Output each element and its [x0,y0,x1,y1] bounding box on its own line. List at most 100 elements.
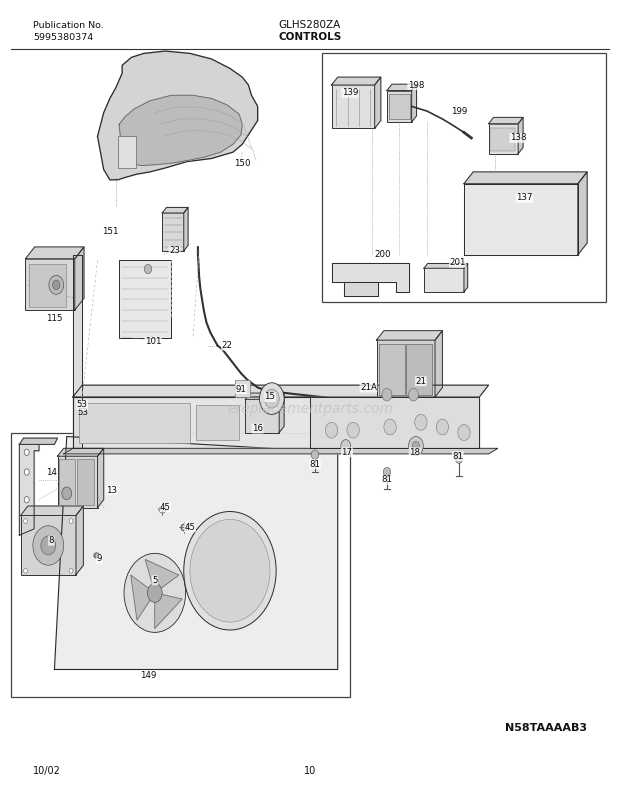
Polygon shape [75,247,84,310]
Text: N58TAAAAB3: N58TAAAAB3 [505,723,587,733]
Polygon shape [279,393,284,433]
Circle shape [184,511,276,630]
Text: 91: 91 [236,384,247,394]
Polygon shape [464,183,578,255]
Text: 22: 22 [221,341,232,350]
Bar [25,259,75,310]
Polygon shape [19,445,39,535]
Text: 21: 21 [415,376,427,386]
Bar [118,137,136,168]
Bar [424,268,464,292]
Polygon shape [184,207,188,251]
Circle shape [53,280,60,290]
Text: 9: 9 [97,554,102,564]
Polygon shape [464,264,467,292]
Circle shape [264,389,279,408]
Polygon shape [19,438,58,445]
Text: GLHS280ZA: GLHS280ZA [279,20,341,29]
Text: 45: 45 [184,522,195,532]
Circle shape [24,518,27,523]
Polygon shape [73,385,489,397]
Text: 138: 138 [510,133,526,142]
Polygon shape [131,575,155,620]
Circle shape [341,440,351,453]
Circle shape [415,414,427,430]
Polygon shape [387,84,417,91]
Polygon shape [25,247,84,259]
Text: 53: 53 [78,408,88,418]
Text: 23: 23 [169,246,180,256]
Circle shape [326,422,338,438]
Bar [379,344,405,395]
Bar [29,264,66,307]
Bar [490,128,515,152]
Text: 115: 115 [46,314,63,322]
Polygon shape [58,449,104,457]
Text: 5: 5 [152,576,157,584]
Circle shape [436,419,448,435]
Polygon shape [518,118,523,154]
Bar [376,340,435,397]
Text: 139: 139 [342,88,358,98]
Text: 200: 200 [374,250,391,260]
Polygon shape [374,77,381,129]
Circle shape [69,569,73,573]
Bar [332,85,374,129]
Bar [162,213,184,251]
Polygon shape [64,449,498,454]
Text: 18: 18 [409,448,420,457]
Polygon shape [76,506,83,575]
Circle shape [24,569,27,573]
Circle shape [384,419,396,435]
Bar [387,91,412,122]
Circle shape [124,553,185,632]
Polygon shape [332,77,381,85]
Text: 137: 137 [516,194,533,202]
Text: 81: 81 [381,476,392,484]
Bar [20,515,76,575]
Text: 10: 10 [304,766,316,776]
Circle shape [455,454,463,464]
Circle shape [144,264,152,274]
Text: 5995380374: 5995380374 [33,33,93,41]
Text: 14: 14 [46,468,57,476]
Bar [58,457,97,507]
Polygon shape [412,84,417,122]
Text: ereplacementparts.com: ereplacementparts.com [227,402,393,416]
Polygon shape [464,172,587,183]
Polygon shape [55,437,338,669]
Polygon shape [73,397,479,449]
Circle shape [409,388,419,401]
Text: 149: 149 [141,670,157,680]
Circle shape [62,487,72,499]
Polygon shape [310,397,479,449]
Polygon shape [162,207,188,213]
Polygon shape [73,255,82,449]
Circle shape [24,449,29,456]
Circle shape [260,383,284,414]
Bar [79,403,190,443]
Text: 150: 150 [234,160,250,168]
Bar [60,460,75,505]
Circle shape [458,425,470,441]
Text: 81: 81 [453,452,463,461]
Circle shape [409,437,423,456]
Bar [322,53,606,303]
Text: 21A: 21A [360,383,377,392]
Text: 45: 45 [160,503,171,512]
Text: 10/02: 10/02 [33,766,61,776]
Circle shape [383,468,391,476]
Bar [235,380,250,397]
Circle shape [24,469,29,475]
Text: 201: 201 [450,258,466,268]
Text: 15: 15 [265,392,275,402]
Text: CONTROLS: CONTROLS [278,32,342,41]
Text: 81: 81 [309,460,321,468]
Polygon shape [344,283,378,296]
Bar [196,405,239,441]
Polygon shape [246,393,284,399]
Text: 17: 17 [342,448,352,457]
Circle shape [41,536,56,555]
Polygon shape [145,560,179,593]
Bar [246,399,279,433]
